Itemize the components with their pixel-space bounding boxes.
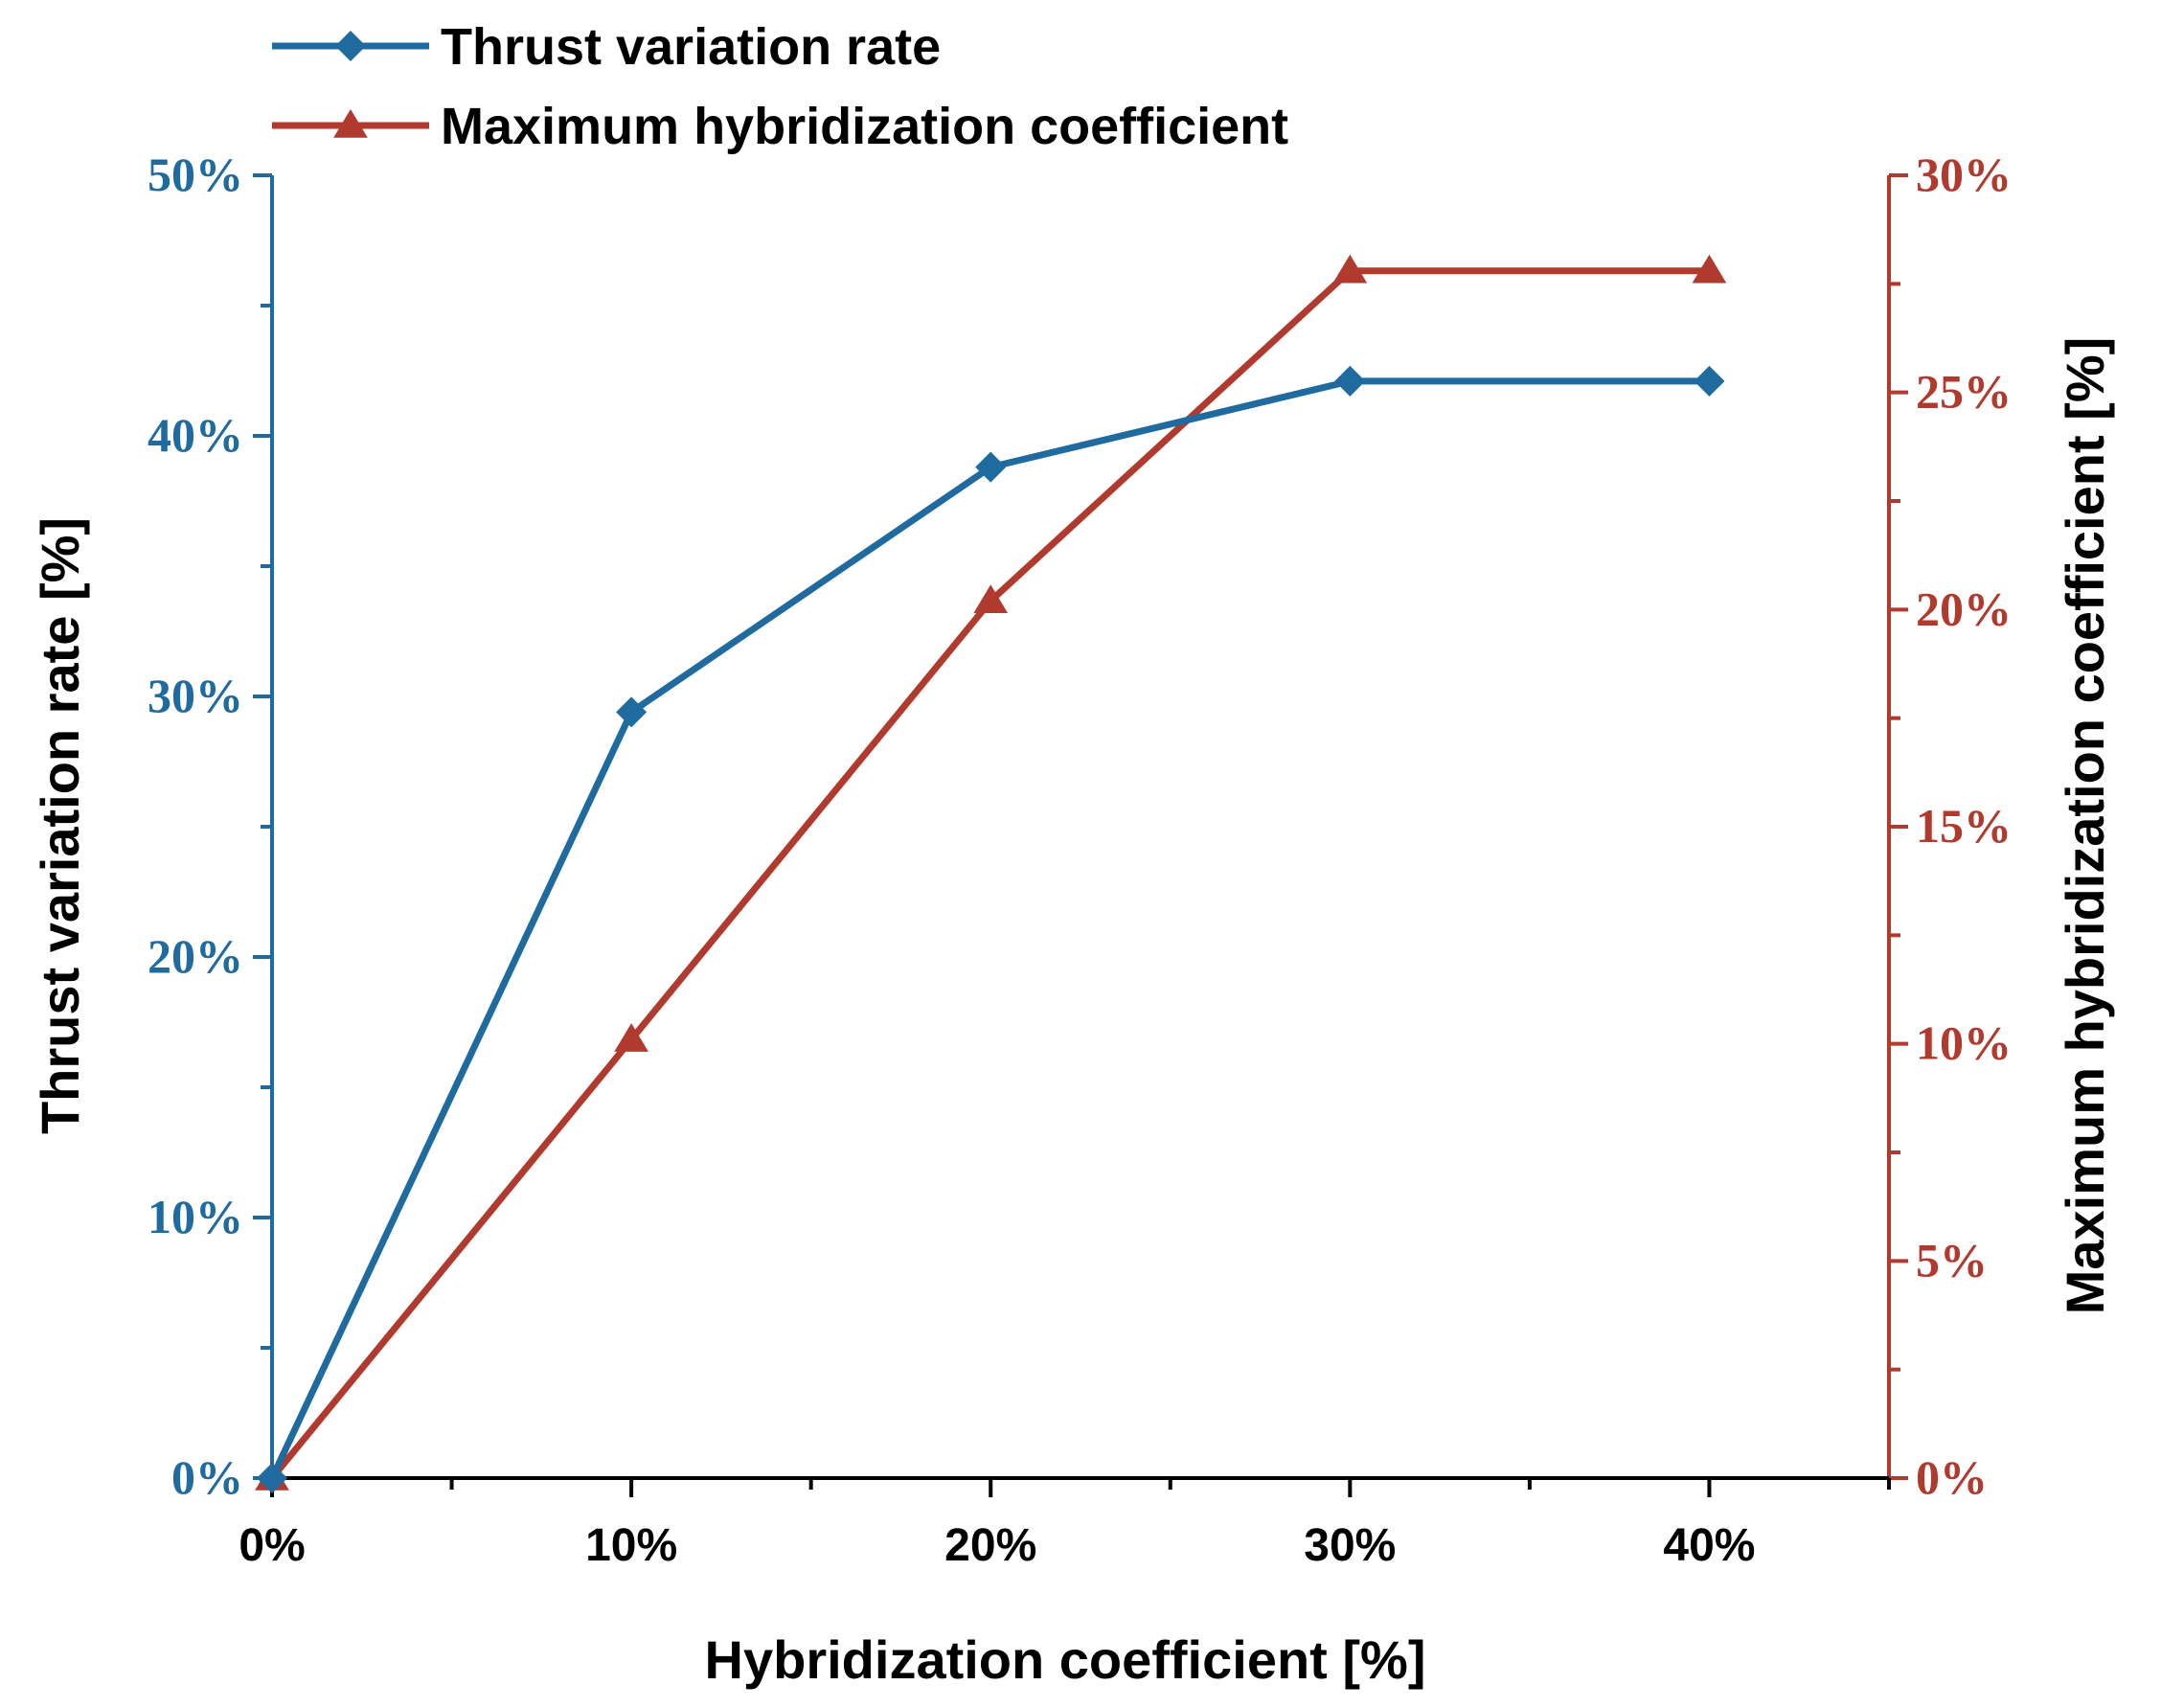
x-axis-title: Hybridization coefficient [%] bbox=[705, 1629, 1426, 1690]
right-y-tick-label: 0% bbox=[1916, 1450, 1988, 1504]
data-point-triangle bbox=[1692, 254, 1727, 284]
x-tick-label: 30% bbox=[1304, 1520, 1396, 1571]
legend-label: Thrust variation rate bbox=[441, 18, 941, 76]
right-y-ticks: 0% 5% 10% 15% 20% 25% 30% bbox=[1889, 148, 2012, 1504]
left-y-axis-title: Thrust variation rate [%] bbox=[30, 517, 90, 1134]
x-ticks: 0% 10% 20% 30% 40% bbox=[239, 1478, 1891, 1571]
x-tick-label: 20% bbox=[944, 1520, 1036, 1571]
data-point-diamond bbox=[1694, 365, 1725, 397]
left-y-tick-label: 40% bbox=[148, 408, 243, 462]
legend-item: Thrust variation rate bbox=[272, 18, 941, 76]
x-tick-label: 10% bbox=[585, 1520, 677, 1571]
left-y-tick-label: 30% bbox=[148, 669, 243, 722]
series-line bbox=[268, 377, 1710, 1480]
right-y-tick-label: 30% bbox=[1916, 148, 2012, 201]
data-point-triangle bbox=[614, 1023, 648, 1052]
right-y-tick-label: 20% bbox=[1916, 581, 2012, 635]
left-y-ticks: 0% 10% 20% 30% 40% 50% bbox=[148, 148, 272, 1504]
right-y-tick-label: 5% bbox=[1916, 1233, 1988, 1287]
data-point-diamond bbox=[1334, 365, 1366, 397]
series-layer bbox=[255, 254, 1727, 1493]
axes: 0% 10% 20% 30% 40% 50% 0% 5% 10% 15% 20% 25% 30% 0%… bbox=[148, 148, 2012, 1571]
right-y-axis-title: Maximum hybridization coefficient [%] bbox=[2055, 337, 2115, 1315]
data-point-triangle bbox=[973, 584, 1009, 614]
series-maximum-hybridization-coefficient bbox=[255, 254, 1727, 1491]
legend-marker-diamond bbox=[335, 31, 366, 61]
legend: Thrust variation rate Maximum hybridizati… bbox=[272, 18, 1288, 155]
x-tick-label: 0% bbox=[239, 1520, 305, 1571]
data-point-diamond bbox=[257, 1463, 287, 1493]
left-y-tick-label: 10% bbox=[148, 1190, 243, 1243]
left-y-tick-label: 50% bbox=[148, 148, 243, 201]
right-y-tick-label: 10% bbox=[1916, 1016, 2012, 1070]
x-tick-label: 40% bbox=[1663, 1520, 1755, 1571]
data-point-triangle bbox=[1332, 254, 1368, 284]
right-y-tick-label: 25% bbox=[1916, 365, 2012, 419]
legend-item: Maximum hybridization coefficient bbox=[272, 98, 1288, 155]
data-point-diamond bbox=[975, 451, 1007, 483]
legend-label: Maximum hybridization coefficient bbox=[441, 98, 1288, 155]
left-y-tick-label: 0% bbox=[171, 1450, 243, 1504]
series-thrust-variation-rate bbox=[257, 365, 1725, 1493]
right-y-tick-label: 15% bbox=[1916, 799, 2012, 853]
data-point-diamond bbox=[616, 696, 648, 728]
legend-marker-triangle bbox=[333, 109, 368, 138]
left-y-tick-label: 20% bbox=[148, 929, 243, 983]
